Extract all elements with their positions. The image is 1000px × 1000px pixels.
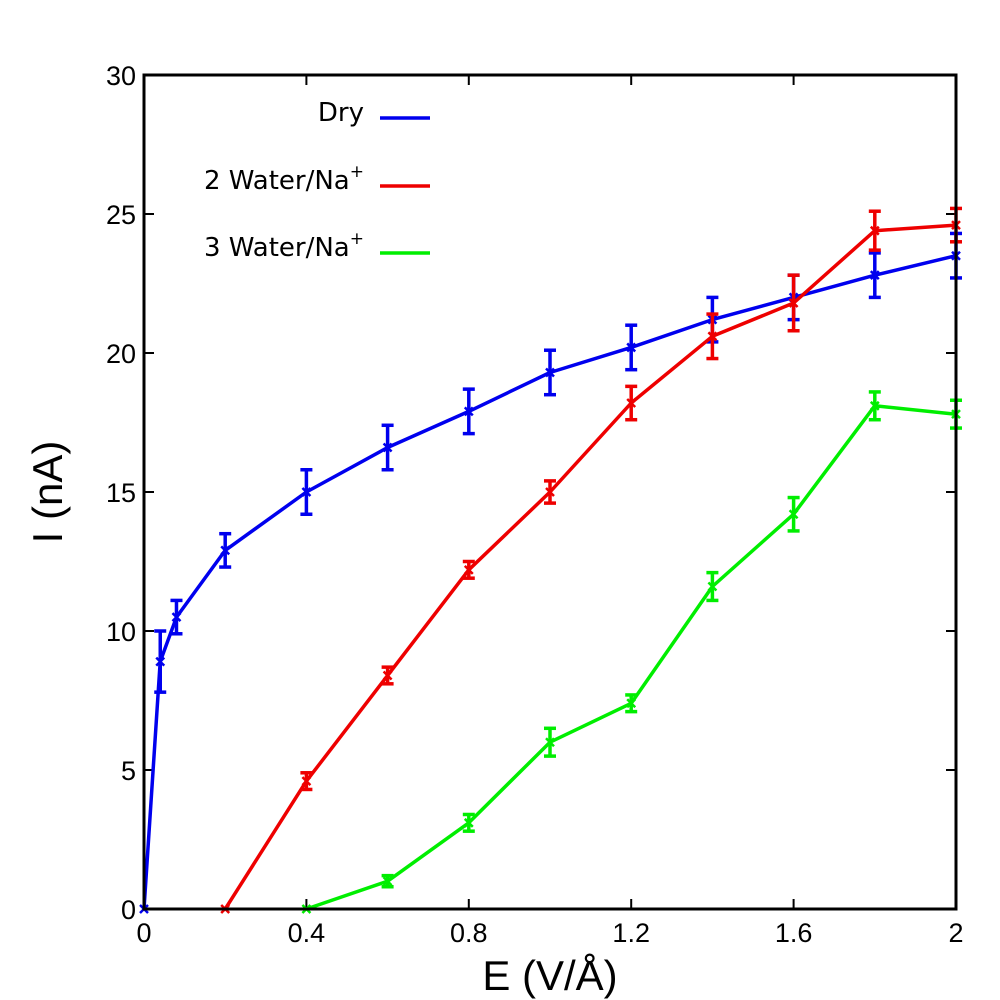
series-line (223, 223, 957, 910)
data-point (382, 876, 393, 887)
legend-label: Dry (318, 98, 364, 128)
data-point (301, 487, 312, 497)
y-tick-label: 15 (106, 478, 136, 508)
x-axis-ticks: 0 0.4 0.8 1.2 1.6 2 (136, 75, 964, 948)
x-tick-label: 1.6 (775, 918, 813, 948)
data-point (463, 406, 474, 417)
series-2 (301, 390, 962, 914)
data-point (869, 400, 880, 411)
legend: Dry 2 Water/Na+ 3 Water/Na+ (204, 98, 430, 263)
series-1 (220, 206, 962, 914)
y-tick-label: 20 (106, 339, 136, 369)
y-axis-title: I (nA) (24, 441, 71, 544)
data-point (626, 698, 637, 709)
data-point (626, 398, 637, 408)
data-point (545, 487, 555, 497)
data-point (869, 270, 880, 281)
data-point (171, 612, 182, 622)
x-tick-label: 2 (948, 918, 963, 948)
data-point (463, 817, 474, 828)
data-point (545, 367, 555, 378)
y-tick-label: 10 (106, 617, 136, 647)
data-point (301, 776, 312, 787)
x-tick-label: 1.2 (612, 918, 650, 948)
y-tick-label: 5 (121, 756, 136, 786)
legend-item-0: Dry (318, 98, 430, 128)
plot-frame (142, 73, 958, 911)
data-point (869, 225, 880, 236)
legend-item-2: 3 Water/Na+ (204, 229, 430, 263)
data-point (220, 545, 231, 556)
y-tick-label: 0 (121, 895, 136, 925)
y-tick-label: 30 (106, 61, 136, 91)
series-line (305, 404, 957, 911)
data-point (463, 564, 474, 575)
data-point (707, 581, 718, 592)
x-axis-title: E (V/Å) (482, 952, 617, 999)
data-point (382, 442, 393, 453)
legend-item-1: 2 Water/Na+ (204, 162, 430, 196)
y-axis-ticks: 0 5 10 15 20 25 30 (106, 61, 956, 925)
legend-label: 3 Water/Na+ (204, 229, 364, 263)
x-tick-label: 0.4 (288, 918, 326, 948)
data-point (707, 331, 718, 342)
x-tick-label: 0.8 (450, 918, 488, 948)
y-tick-label: 25 (106, 200, 136, 230)
data-point (788, 509, 799, 520)
data-point (382, 670, 393, 681)
series-0 (139, 231, 962, 914)
data-point (545, 737, 555, 748)
data-point (626, 342, 637, 353)
data-point (788, 298, 799, 308)
legend-label: 2 Water/Na+ (204, 162, 364, 196)
x-tick-label: 0 (136, 918, 151, 948)
data-point (155, 656, 166, 667)
series-layer (139, 206, 962, 914)
